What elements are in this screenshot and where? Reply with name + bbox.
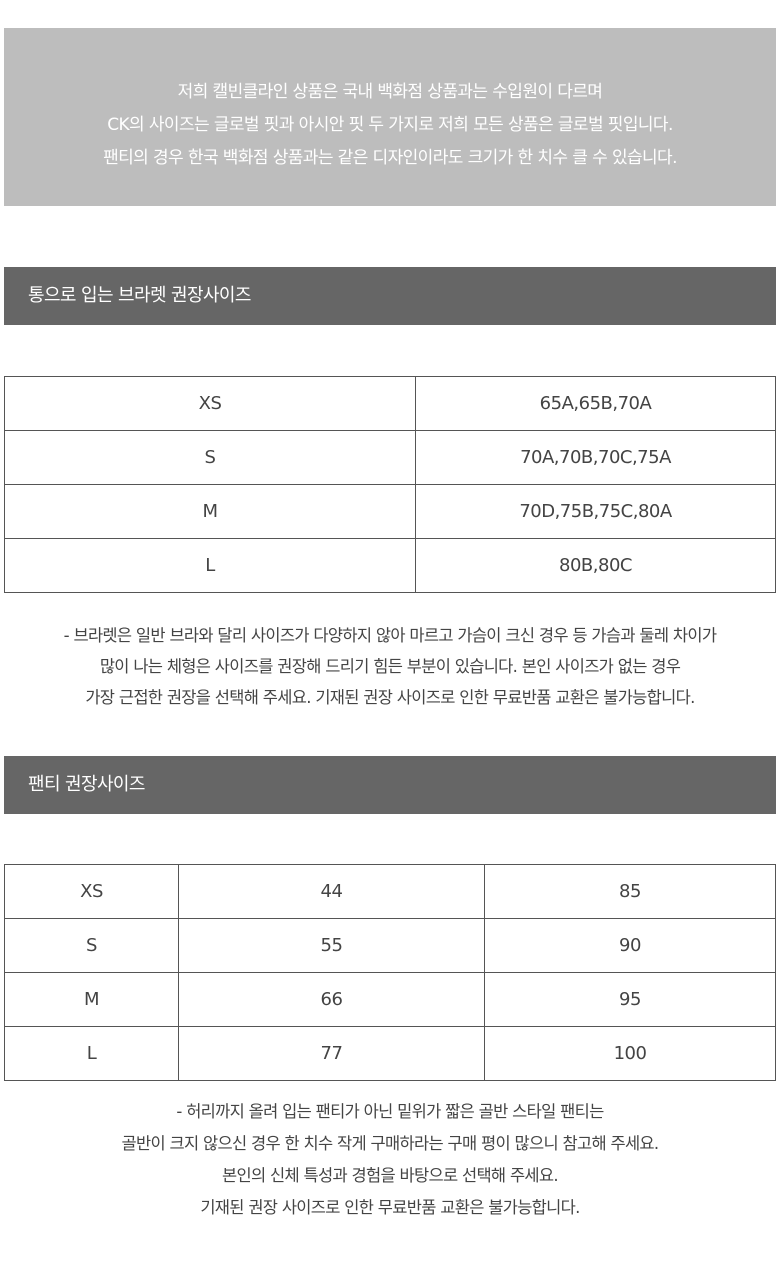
size-cell: L bbox=[4, 1026, 179, 1081]
table-row: M 70D,75B,75C,80A bbox=[4, 484, 776, 539]
korean-size-cell: 55 bbox=[178, 918, 485, 973]
note-line: 기재된 권장 사이즈로 인한 무료반품 교환은 불가능합니다. bbox=[200, 1198, 580, 1217]
korean-size-cell: 44 bbox=[178, 864, 485, 919]
table-row: XS 65A,65B,70A bbox=[4, 376, 776, 431]
panty-section-header: 팬티 권장사이즈 bbox=[4, 756, 776, 814]
bralette-title: 통으로 입는 브라렛 권장사이즈 bbox=[28, 285, 251, 306]
bralette-size-table: XS 65A,65B,70A S 70A,70B,70C,75A M 70D,75B,… bbox=[4, 376, 776, 593]
size-cell: S bbox=[4, 918, 179, 973]
table-row: S 55 90 bbox=[4, 918, 776, 973]
bra-size-cell: 80B,80C bbox=[415, 538, 776, 593]
bra-size-cell: 65A,65B,70A bbox=[415, 376, 776, 431]
notice-line: 저희 캘빈클라인 상품은 국내 백화점 상품과는 수입원이 다르며 bbox=[177, 82, 603, 102]
note-line: 가장 근접한 권장을 선택해 주세요. 기재된 권장 사이즈로 인한 무료반품 … bbox=[85, 688, 695, 707]
hip-cell: 85 bbox=[484, 864, 776, 919]
note-line: - 브라렛은 일반 브라와 달리 사이즈가 다양하지 않아 마르고 가슴이 크신… bbox=[63, 626, 717, 645]
size-cell: M bbox=[4, 972, 179, 1027]
hip-cell: 95 bbox=[484, 972, 776, 1027]
bralette-section-header: 통으로 입는 브라렛 권장사이즈 bbox=[4, 267, 776, 325]
notice-banner: 저희 캘빈클라인 상품은 국내 백화점 상품과는 수입원이 다르며 CK의 사이… bbox=[4, 28, 776, 206]
korean-size-cell: 77 bbox=[178, 1026, 485, 1081]
notice-line: CK의 사이즈는 글로벌 핏과 아시안 핏 두 가지로 저희 모든 상품은 글로… bbox=[107, 115, 673, 135]
bra-size-cell: 70D,75B,75C,80A bbox=[415, 484, 776, 539]
panty-size-table: XS 44 85 S 55 90 M 66 95 L 77 100 bbox=[4, 864, 776, 1081]
panty-note: - 허리까지 올려 입는 팬티가 아닌 밑위가 짧은 골반 스타일 팬티는 골반… bbox=[0, 1096, 780, 1224]
table-row: L 80B,80C bbox=[4, 538, 776, 593]
note-line: 본인의 신체 특성과 경험을 바탕으로 선택해 주세요. bbox=[222, 1166, 559, 1185]
size-cell: S bbox=[4, 430, 416, 485]
table-row: XS 44 85 bbox=[4, 864, 776, 919]
hip-cell: 90 bbox=[484, 918, 776, 973]
bra-size-cell: 70A,70B,70C,75A bbox=[415, 430, 776, 485]
table-row: M 66 95 bbox=[4, 972, 776, 1027]
size-cell: L bbox=[4, 538, 416, 593]
note-line: 골반이 크지 않으신 경우 한 치수 작게 구매하라는 구매 평이 많으니 참고… bbox=[121, 1134, 660, 1153]
table-row: S 70A,70B,70C,75A bbox=[4, 430, 776, 485]
hip-cell: 100 bbox=[484, 1026, 776, 1081]
note-line: 많이 나는 체형은 사이즈를 권장해 드리기 힘든 부분이 있습니다. 본인 사… bbox=[99, 657, 681, 676]
panty-title: 팬티 권장사이즈 bbox=[28, 774, 145, 795]
size-cell: M bbox=[4, 484, 416, 539]
note-line: - 허리까지 올려 입는 팬티가 아닌 밑위가 짧은 골반 스타일 팬티는 bbox=[176, 1102, 604, 1121]
notice-line: 팬티의 경우 한국 백화점 상품과는 같은 디자인이라도 크기가 한 치수 클 … bbox=[103, 148, 677, 168]
table-row: L 77 100 bbox=[4, 1026, 776, 1081]
bralette-note: - 브라렛은 일반 브라와 달리 사이즈가 다양하지 않아 마르고 가슴이 크신… bbox=[0, 620, 780, 713]
size-cell: XS bbox=[4, 864, 179, 919]
size-cell: XS bbox=[4, 376, 416, 431]
korean-size-cell: 66 bbox=[178, 972, 485, 1027]
